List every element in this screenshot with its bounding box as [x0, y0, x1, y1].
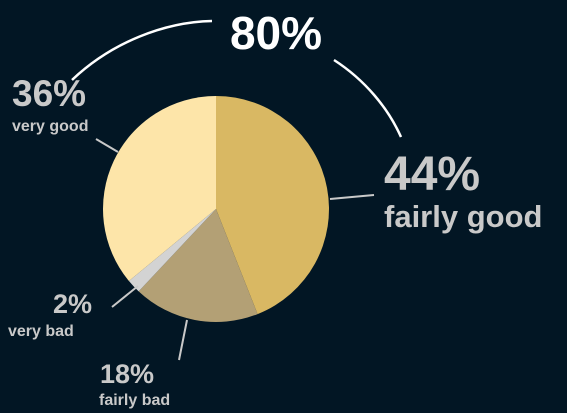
leader-line-very-bad	[111, 285, 139, 308]
slice-value-very-good: 36%	[12, 73, 86, 114]
slice-label-fairly-good: fairly good	[384, 199, 542, 234]
total-bracket-arc-right	[333, 58, 403, 138]
leader-line-very-good	[95, 138, 119, 153]
total-arc-group: 80%	[71, 7, 403, 138]
slice-value-fairly-good: 44%	[384, 148, 480, 201]
pie-slices	[103, 96, 329, 322]
pie-slice-very-good	[103, 96, 216, 282]
label-fairly-good: 44% fairly good	[384, 148, 542, 234]
pie-slice-very-bad	[128, 209, 216, 292]
total-bracket-arc-left	[71, 19, 213, 81]
leader-line-fairly-good	[329, 194, 375, 200]
leader-lines	[95, 138, 375, 361]
label-very-good: 36% very good	[12, 73, 88, 135]
slice-value-very-bad: 2%	[53, 289, 92, 319]
pie-slice-fairly-good	[216, 96, 329, 315]
leader-line-fairly-bad	[178, 319, 188, 361]
slice-label-very-bad: very bad	[8, 323, 74, 340]
total-percentage: 80%	[230, 7, 322, 59]
label-fairly-bad: 18% fairly bad	[99, 359, 170, 409]
slice-label-fairly-bad: fairly bad	[99, 392, 170, 409]
label-very-bad: 2% very bad	[8, 289, 92, 340]
slice-value-fairly-bad: 18%	[100, 359, 154, 389]
slice-label-very-good: very good	[12, 118, 88, 135]
pie-slice-fairly-bad	[138, 209, 258, 322]
